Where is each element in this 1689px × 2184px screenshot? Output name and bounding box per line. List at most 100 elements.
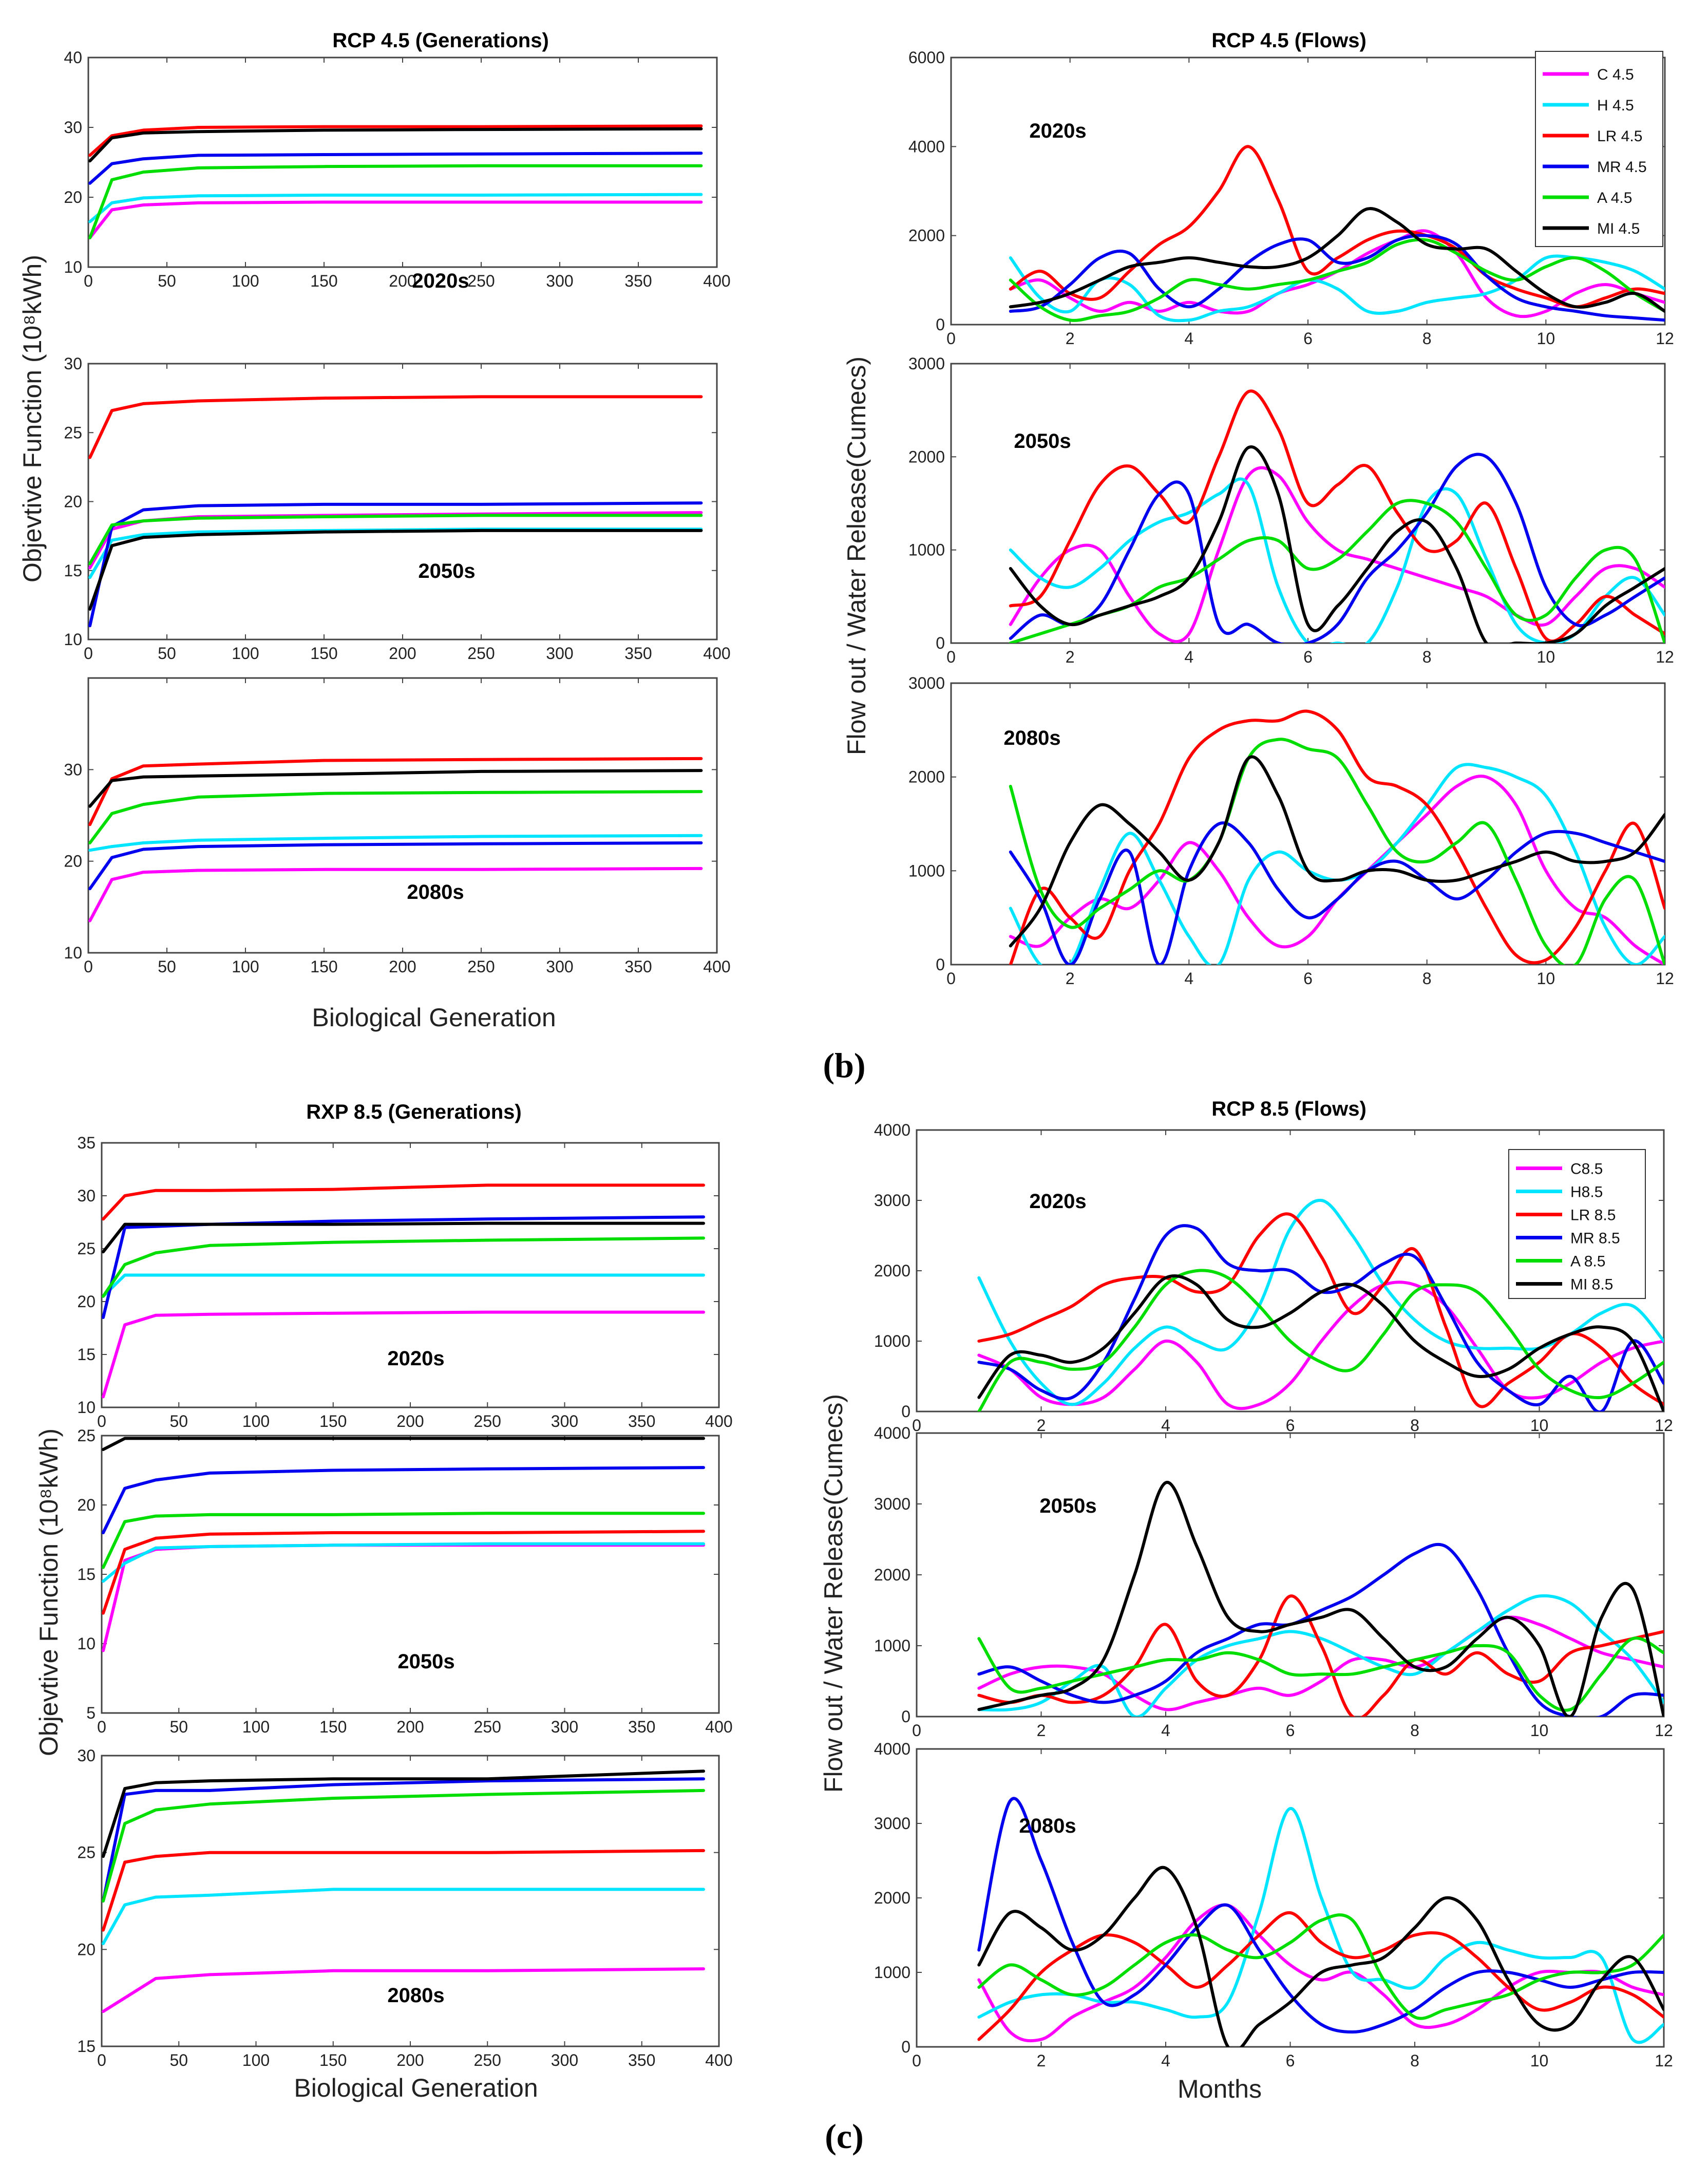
- y-tick-label: 3000: [908, 354, 945, 373]
- x-tick-label: 100: [242, 2051, 270, 2069]
- y-tick-label: 30: [64, 760, 82, 779]
- series-line-MR: [1009, 821, 1665, 965]
- x-tick-label: 50: [158, 957, 176, 976]
- x-tick-label: 10: [1537, 969, 1555, 988]
- y-tick-label: 2000: [874, 1566, 910, 1584]
- x-tick-label: 250: [467, 272, 495, 290]
- legend-label: C 4.5: [1597, 66, 1634, 83]
- y-tick-label: 10: [77, 1398, 96, 1417]
- y-tick-label: 10: [77, 1634, 96, 1653]
- x-tick-label: 150: [310, 272, 337, 290]
- series-line-A: [977, 1913, 1664, 2020]
- x-tick-label: 350: [624, 957, 652, 976]
- series-line-H: [1009, 763, 1665, 965]
- series-line-MI: [102, 1221, 705, 1254]
- x-tick-label: 4: [1161, 1416, 1170, 1435]
- panel-label-c: (c): [825, 2117, 864, 2156]
- series-group: [102, 1437, 705, 1652]
- x-tick-label: 0: [84, 272, 93, 290]
- y-tick-label: 20: [77, 1940, 96, 1959]
- x-tick-label: 100: [242, 1718, 270, 1736]
- x-tick-label: 10: [1530, 2051, 1549, 2070]
- x-tick-label: 0: [946, 648, 956, 666]
- chart-title: RCP 4.5 (Flows): [1211, 29, 1367, 52]
- legend-box: [1508, 1149, 1646, 1299]
- plot-area: [916, 1432, 1665, 1718]
- x-tick-label: 300: [551, 1412, 578, 1430]
- series-line-A: [88, 790, 703, 844]
- y-tick-label: 0: [901, 2038, 910, 2056]
- x-tick-label: 150: [319, 2051, 347, 2069]
- x-tick-label: 6: [1286, 2051, 1295, 2070]
- x-tick-label: 6: [1286, 1721, 1295, 1740]
- x-tick-label: 300: [546, 644, 573, 663]
- x-tick-label: 4: [1184, 648, 1193, 666]
- y-tick-label: 2000: [874, 1889, 910, 1907]
- series-group: [102, 1183, 705, 1399]
- y-tick-label: 15: [77, 1345, 96, 1364]
- period-label: 2080s: [387, 1984, 444, 2007]
- y-tick-label: 10: [64, 944, 82, 962]
- series-line-H: [102, 1888, 705, 1945]
- y-tick-label: 30: [77, 1187, 96, 1205]
- x-tick-label: 350: [624, 644, 652, 663]
- series-line-H: [102, 1542, 705, 1583]
- series-line-MI: [102, 1769, 705, 1858]
- legend-box: [1535, 51, 1663, 247]
- series-group: [977, 1198, 1664, 1411]
- series-line-H: [977, 1807, 1664, 2044]
- x-tick-label: 400: [703, 644, 730, 663]
- x-tick-label: 50: [158, 644, 176, 663]
- x-tick-label: 8: [1422, 969, 1432, 988]
- x-tick-label: 50: [169, 1412, 188, 1430]
- series-line-A: [88, 514, 703, 566]
- series-line-H: [102, 1273, 705, 1298]
- legend-label: LR 4.5: [1597, 128, 1642, 145]
- series-line-A: [977, 1269, 1664, 1411]
- series-line-A: [1009, 238, 1665, 322]
- x-tick-label: 200: [389, 644, 416, 663]
- period-label: 2080s: [407, 881, 464, 903]
- series-line-A: [102, 1236, 705, 1298]
- series-line-H: [1009, 254, 1665, 323]
- y-tick-label: 6000: [908, 48, 945, 67]
- y-tick-label: 0: [901, 1707, 910, 1726]
- subplot-2020s: 0 50 100 150 200 250 300 350 400 10 20 30 40 2020s: [64, 48, 730, 292]
- series-group: [1009, 389, 1665, 643]
- x-tick-label: 8: [1422, 648, 1432, 666]
- y-tick-label: 3000: [874, 1495, 910, 1513]
- period-label: 2050s: [397, 1650, 454, 1673]
- y-tick-label: 1000: [874, 1963, 910, 1982]
- series-line-C: [977, 1615, 1664, 1711]
- period-label: 2050s: [418, 560, 475, 582]
- chart-flow85: RCP 8.5 (Flows) Flow out / Water Release(…: [819, 1098, 1673, 2103]
- x-tick-label: 400: [703, 957, 730, 976]
- series-line-C: [102, 1967, 705, 2013]
- series-line-MR: [1009, 234, 1665, 322]
- x-tick-label: 0: [946, 969, 956, 988]
- legend: C 4.5 H 4.5 LR 4.5 MR 4.5 A 4.5 MI 4.5: [1535, 51, 1663, 247]
- plot-area: [950, 682, 1666, 966]
- y-tick-label: 0: [901, 1402, 910, 1421]
- y-tick-label: 20: [77, 1496, 96, 1514]
- period-label: 2020s: [387, 1347, 444, 1370]
- period-label: 2080s: [1003, 727, 1060, 749]
- x-tick-label: 200: [389, 957, 416, 976]
- x-tick-label: 100: [232, 957, 259, 976]
- y-tick-label: 30: [64, 354, 82, 373]
- x-tick-label: 0: [84, 957, 93, 976]
- period-label: 2050s: [1014, 430, 1071, 453]
- x-axis-label: Biological Generation: [294, 2074, 538, 2102]
- y-tick-label: 20: [64, 493, 82, 511]
- x-tick-label: 0: [912, 1416, 921, 1435]
- series-line-MI: [977, 1866, 1664, 2047]
- series-line-H: [88, 193, 703, 223]
- series-line-LR: [102, 1183, 705, 1221]
- series-line-C: [88, 200, 703, 239]
- series-line-MR: [1009, 453, 1665, 643]
- x-tick-label: 6: [1303, 648, 1313, 666]
- x-tick-label: 150: [310, 644, 337, 663]
- series-line-MR: [88, 841, 703, 891]
- y-tick-label: 2000: [908, 447, 945, 466]
- series-line-MR: [88, 152, 703, 185]
